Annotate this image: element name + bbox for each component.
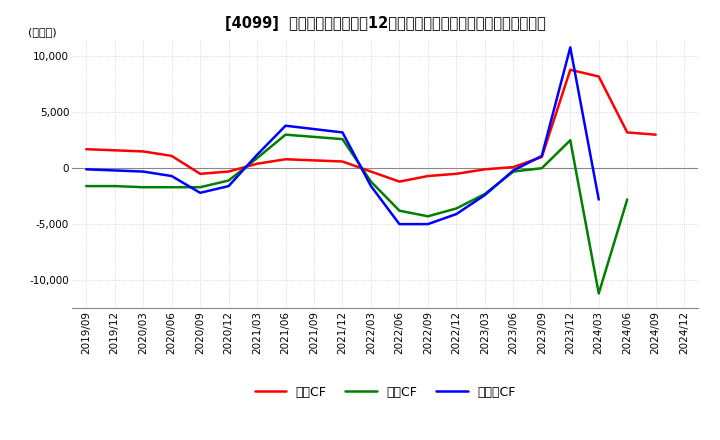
- フリーCF: [225, 183, 233, 189]
- 営業CF: [595, 74, 603, 79]
- Line: 投資CF: 投資CF: [86, 135, 627, 293]
- 投資CF: [566, 138, 575, 143]
- 投資CF: [110, 183, 119, 189]
- フリーCF: [366, 183, 375, 189]
- 投資CF: [509, 169, 518, 174]
- フリーCF: [338, 130, 347, 135]
- フリーCF: [509, 168, 518, 173]
- 投資CF: [423, 214, 432, 219]
- 営業CF: [366, 169, 375, 174]
- フリーCF: [452, 211, 461, 216]
- フリーCF: [253, 152, 261, 158]
- 営業CF: [253, 161, 261, 166]
- 営業CF: [282, 157, 290, 162]
- 営業CF: [82, 147, 91, 152]
- フリーCF: [423, 221, 432, 227]
- 営業CF: [452, 171, 461, 176]
- 投資CF: [480, 191, 489, 197]
- 営業CF: [139, 149, 148, 154]
- 投資CF: [537, 165, 546, 171]
- 投資CF: [395, 208, 404, 213]
- フリーCF: [537, 153, 546, 158]
- 投資CF: [623, 197, 631, 202]
- 営業CF: [167, 153, 176, 158]
- 営業CF: [110, 148, 119, 153]
- 投資CF: [253, 155, 261, 161]
- 営業CF: [310, 158, 318, 163]
- フリーCF: [110, 168, 119, 173]
- 投資CF: [310, 134, 318, 139]
- フリーCF: [395, 221, 404, 227]
- 営業CF: [652, 132, 660, 137]
- フリーCF: [167, 173, 176, 179]
- 営業CF: [196, 171, 204, 176]
- フリーCF: [480, 192, 489, 198]
- Legend: 営業CF, 投資CF, フリーCF: 営業CF, 投資CF, フリーCF: [250, 381, 521, 404]
- 投資CF: [282, 132, 290, 137]
- Line: 営業CF: 営業CF: [86, 70, 656, 182]
- 投資CF: [139, 184, 148, 190]
- 営業CF: [509, 165, 518, 170]
- フリーCF: [139, 169, 148, 174]
- フリーCF: [310, 126, 318, 132]
- Line: フリーCF: フリーCF: [86, 48, 599, 224]
- 営業CF: [423, 173, 432, 179]
- 営業CF: [225, 169, 233, 174]
- 営業CF: [623, 130, 631, 135]
- フリーCF: [595, 197, 603, 202]
- 投資CF: [225, 178, 233, 183]
- 営業CF: [395, 179, 404, 184]
- フリーCF: [82, 167, 91, 172]
- 投資CF: [196, 184, 204, 190]
- Text: (百万円): (百万円): [28, 27, 57, 37]
- 投資CF: [595, 291, 603, 296]
- 投資CF: [82, 183, 91, 189]
- 営業CF: [480, 167, 489, 172]
- 投資CF: [366, 179, 375, 184]
- 営業CF: [537, 154, 546, 160]
- 営業CF: [566, 67, 575, 73]
- 投資CF: [167, 184, 176, 190]
- 投資CF: [338, 136, 347, 142]
- フリーCF: [282, 123, 290, 128]
- フリーCF: [566, 45, 575, 50]
- Title: [4099]  キャッシュフローの12か月移動合計の対前年同期増減額の推移: [4099] キャッシュフローの12か月移動合計の対前年同期増減額の推移: [225, 16, 546, 32]
- 営業CF: [338, 159, 347, 164]
- フリーCF: [196, 190, 204, 195]
- 投資CF: [452, 206, 461, 211]
